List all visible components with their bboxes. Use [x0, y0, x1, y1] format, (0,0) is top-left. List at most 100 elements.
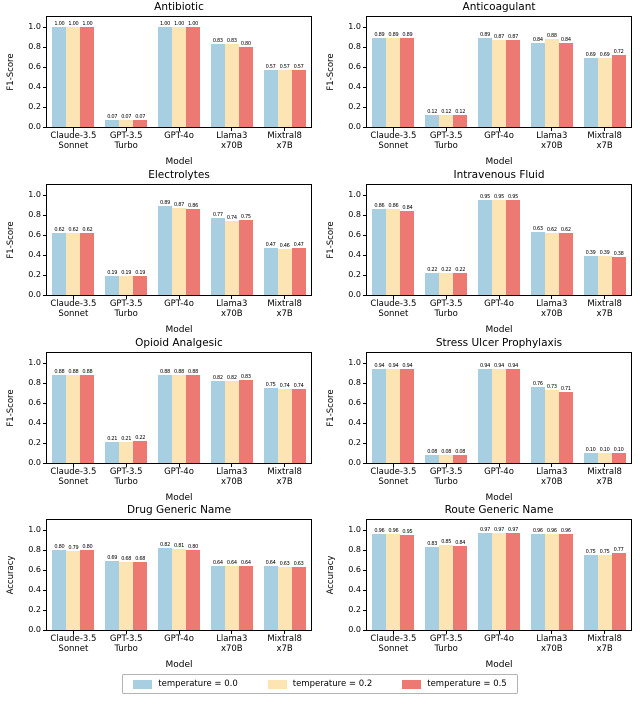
x-tick-label-line: Sonnet	[58, 308, 89, 319]
bar	[66, 551, 81, 630]
y-tick-label: 1.0	[28, 358, 41, 367]
x-tick-mark	[392, 128, 394, 131]
y-tick-label: 0.8	[348, 42, 361, 51]
x-tick-mark	[125, 464, 127, 467]
bar	[105, 276, 120, 295]
y-tick-label: 0.6	[28, 398, 41, 407]
bar	[186, 550, 200, 630]
y-tick-mark	[43, 610, 46, 611]
x-tick-label: Mixtral8 x7B	[570, 467, 640, 487]
bar-value-label: 0.96	[388, 527, 399, 534]
bar-value-label: 0.21	[121, 435, 132, 442]
x-tick-label: Llama3 x70B	[197, 131, 267, 151]
x-tick-label: GPT-3.5 Turbo	[411, 131, 481, 151]
y-tick-mark	[363, 383, 366, 384]
bar	[66, 27, 81, 127]
y-tick-mark	[43, 570, 46, 571]
chart-route-generic-name: Route Generic Name Accuracy 0.96 0.96 0.95 0.…	[320, 503, 640, 670]
y-tick-label: 0.2	[348, 270, 361, 279]
x-tick-label-line: Turbo	[114, 140, 138, 151]
bar-value-label: 0.96	[560, 527, 571, 534]
chart-title: Electrolytes	[148, 169, 210, 181]
x-tick-label: Mixtral8 x7B	[250, 467, 320, 487]
bar-value-label: 0.86	[374, 202, 385, 209]
chart-intravenous-fluid: Intravenous Fluid F1-Score 0.86 0.86 0.84 0.2…	[320, 168, 640, 336]
x-tick-label: Claude-3.5 Sonnet	[38, 467, 108, 487]
x-tick-label-line: GPT-4o	[484, 467, 514, 477]
bar-value-label: 0.10	[585, 446, 596, 453]
bar-value-label: 0.64	[265, 559, 276, 566]
x-tick-label-line: Llama3	[216, 634, 248, 644]
bar-value-label: 0.57	[293, 63, 304, 70]
x-tick-label: Mixtral8 x7B	[570, 131, 640, 151]
bar-value-label: 0.83	[240, 373, 251, 380]
bar	[611, 257, 626, 295]
x-tick-mark	[604, 464, 606, 467]
x-tick-label-line: Llama3	[536, 634, 568, 644]
bar	[372, 209, 387, 295]
x-tick-label-line: Claude-3.5	[370, 467, 417, 477]
x-tick-label: Mixtral8 x7B	[570, 634, 640, 654]
y-tick-mark	[363, 403, 366, 404]
bar-value-label: 0.07	[107, 113, 118, 120]
bar	[172, 208, 186, 295]
y-tick-mark	[363, 195, 366, 196]
y-tick-mark	[363, 107, 366, 108]
bar-value-label: 0.80	[188, 543, 198, 550]
bar	[133, 120, 148, 127]
chart-title: Anticoagulant	[462, 1, 536, 13]
bar	[611, 453, 626, 463]
x-axis-label: Model	[485, 660, 513, 670]
x-axis-label: Model	[165, 157, 193, 167]
bar	[158, 206, 172, 295]
bar-value-label: 0.94	[388, 362, 399, 369]
bar-value-label: 0.38	[613, 250, 624, 257]
bar-value-label: 0.39	[599, 249, 610, 256]
y-tick-label: 1.0	[28, 525, 41, 534]
bar	[291, 567, 306, 630]
x-tick-label: Llama3 x70B	[517, 131, 587, 151]
x-tick-label-line: Turbo	[114, 476, 138, 487]
bar-value-label: 0.39	[585, 249, 596, 256]
x-axis-label: Model	[485, 493, 513, 503]
x-tick-label-line: x70B	[540, 308, 563, 319]
y-tick-label: 0.0	[348, 458, 361, 467]
x-tick-mark	[498, 631, 500, 634]
bar-value-label: 0.47	[265, 241, 276, 248]
bar	[558, 233, 573, 295]
bar	[439, 545, 454, 630]
x-tick-label-line: Turbo	[434, 140, 458, 151]
y-tick-label: 1.0	[348, 525, 361, 534]
x-tick-label: Claude-3.5 Sonnet	[358, 299, 428, 319]
y-tick-label: 0.4	[28, 250, 41, 259]
bar-value-label: 0.96	[546, 527, 557, 534]
bar-value-label: 0.88	[188, 368, 198, 375]
x-tick-label: GPT-4o	[464, 634, 534, 645]
y-tick-mark	[43, 363, 46, 364]
y-tick-mark	[363, 610, 366, 611]
chart-title: Stress Ulcer Prophylaxis	[435, 337, 563, 349]
x-tick-mark	[178, 128, 180, 131]
bar	[66, 375, 81, 463]
y-tick-mark	[363, 550, 366, 551]
y-tick-mark	[43, 275, 46, 276]
x-tick-label-line: GPT-3.5	[109, 131, 143, 141]
bar-value-label: 0.87	[174, 201, 184, 208]
y-tick-mark	[43, 27, 46, 28]
bar-value-label: 0.64	[212, 559, 223, 566]
x-tick-label-line: Sonnet	[378, 476, 409, 487]
y-tick-label: 0.2	[28, 102, 41, 111]
bar-value-label: 0.07	[135, 113, 146, 120]
bar	[506, 369, 520, 463]
x-tick-label: Claude-3.5 Sonnet	[358, 467, 428, 487]
bar	[263, 70, 278, 127]
y-tick-label: 0.6	[28, 62, 41, 71]
bar	[425, 547, 440, 630]
y-tick-mark	[43, 295, 46, 296]
bar	[133, 276, 148, 295]
x-tick-mark	[178, 296, 180, 299]
y-tick-label: 1.0	[28, 22, 41, 31]
bar	[238, 566, 253, 630]
bar-value-label: 0.22	[135, 434, 146, 441]
bar-value-label: 0.87	[508, 33, 518, 40]
